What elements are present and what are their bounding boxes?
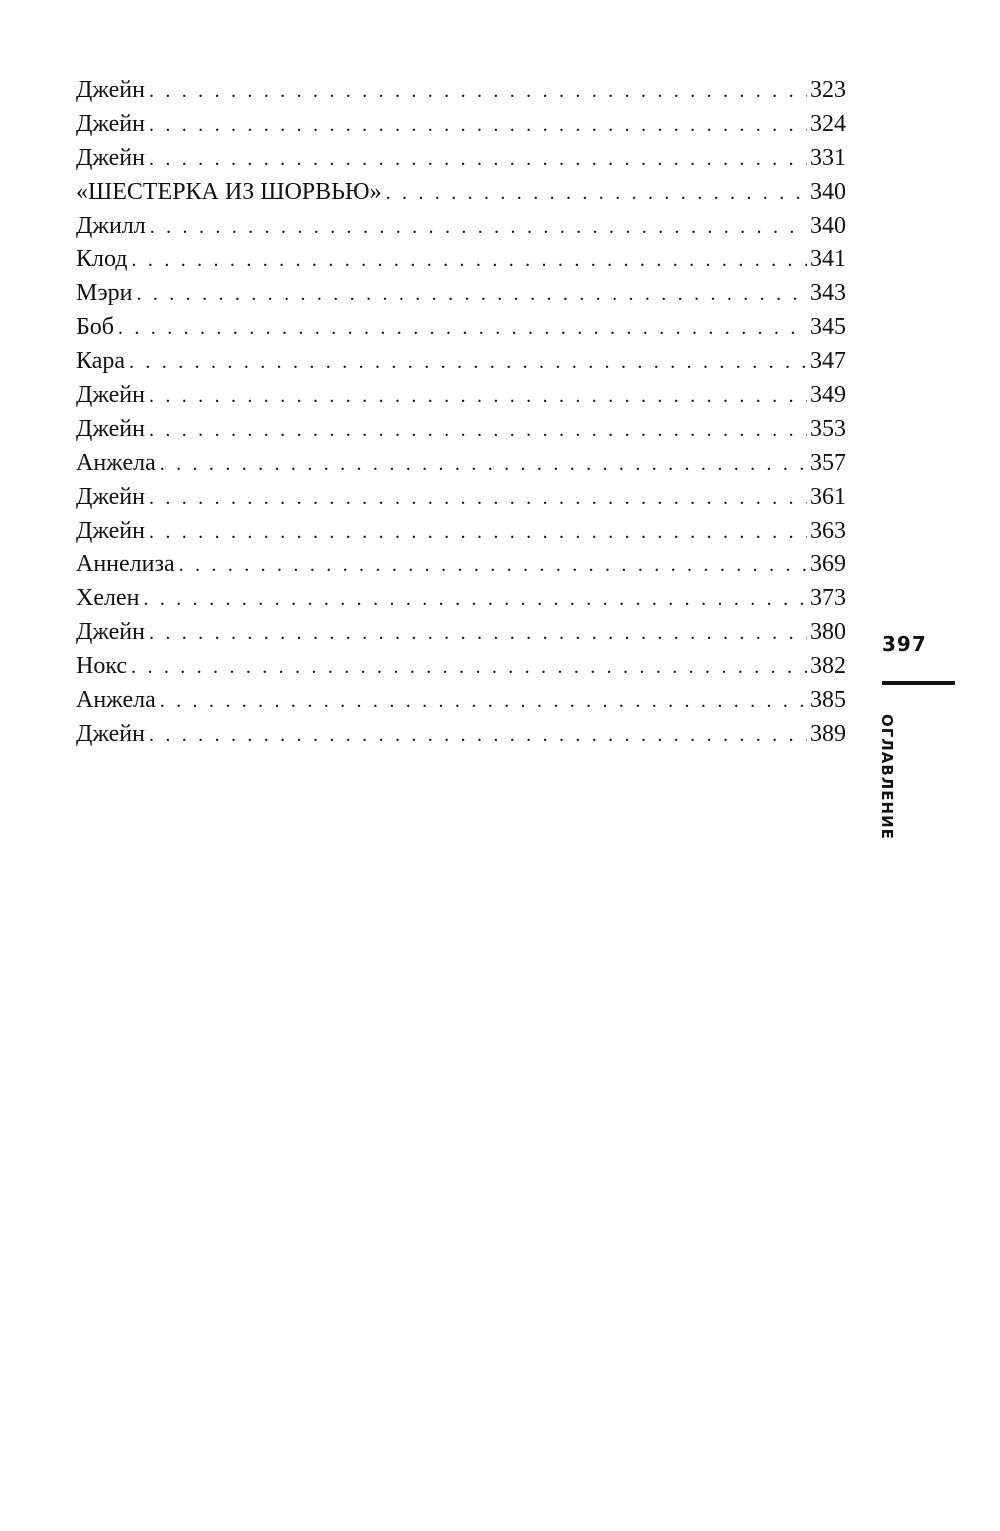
toc-entry: Джейн . . . . . . . . . . . . . . . . . … bbox=[76, 379, 846, 413]
dot-leader: . . . . . . . . . . . . . . . . . . . . … bbox=[148, 385, 807, 408]
entry-title: Клод bbox=[76, 246, 128, 273]
entry-title: Джейн bbox=[76, 144, 145, 171]
entry-page: 363 bbox=[810, 517, 846, 544]
toc-entry: Джейн . . . . . . . . . . . . . . . . . … bbox=[76, 718, 846, 752]
entry-title: Аннелиза bbox=[76, 551, 175, 578]
entry-title: Анжела bbox=[76, 687, 156, 714]
toc-entry: Анжела . . . . . . . . . . . . . . . . .… bbox=[76, 684, 846, 718]
entry-title: Анжела bbox=[76, 449, 156, 476]
entry-title: Джейн bbox=[76, 415, 145, 442]
toc-entry: Хелен . . . . . . . . . . . . . . . . . … bbox=[76, 582, 846, 616]
toc-entry: Нокс . . . . . . . . . . . . . . . . . .… bbox=[76, 650, 846, 684]
entry-title: Мэри bbox=[76, 280, 133, 307]
toc-entry: Джейн . . . . . . . . . . . . . . . . . … bbox=[76, 481, 846, 515]
toc-entry: Мэри . . . . . . . . . . . . . . . . . .… bbox=[76, 277, 846, 311]
entry-title: Хелен bbox=[76, 585, 140, 612]
toc-entry: Джейн . . . . . . . . . . . . . . . . . … bbox=[76, 74, 846, 108]
toc-entry: Кара . . . . . . . . . . . . . . . . . .… bbox=[76, 345, 846, 379]
dot-leader: . . . . . . . . . . . . . . . . . . . . … bbox=[131, 249, 807, 272]
entry-title: «ШЕСТЕРКА ИЗ ШОРВЬЮ» bbox=[76, 178, 382, 205]
dot-leader: . . . . . . . . . . . . . . . . . . . . … bbox=[148, 723, 807, 746]
entry-page: 347 bbox=[810, 348, 846, 375]
dot-leader: . . . . . . . . . . . . . . . . . . . . … bbox=[159, 452, 807, 475]
entry-title: Джейн bbox=[76, 619, 145, 646]
dot-leader: . . . . . . . . . . . . . . . . . . . . … bbox=[178, 554, 807, 577]
dot-leader: . . . . . . . . . . . . . . . . . . . . … bbox=[148, 486, 807, 509]
entry-title: Джейн bbox=[76, 110, 145, 137]
divider bbox=[882, 681, 955, 685]
entry-page: 369 bbox=[810, 551, 846, 578]
entry-page: 349 bbox=[810, 382, 846, 409]
dot-leader: . . . . . . . . . . . . . . . . . . . . … bbox=[159, 690, 807, 713]
entry-page: 357 bbox=[810, 449, 846, 476]
toc-entry: Анжела . . . . . . . . . . . . . . . . .… bbox=[76, 447, 846, 481]
toc-entry: Джейн . . . . . . . . . . . . . . . . . … bbox=[76, 108, 846, 142]
entry-page: 343 bbox=[810, 280, 846, 307]
entry-title: Джейн bbox=[76, 77, 145, 103]
dot-leader: . . . . . . . . . . . . . . . . . . . . … bbox=[129, 351, 807, 374]
entry-title: Джилл bbox=[76, 212, 146, 239]
dot-leader: . . . . . . . . . . . . . . . . . . . . … bbox=[149, 215, 807, 238]
entry-page: 341 bbox=[810, 246, 846, 273]
dot-leader: . . . . . . . . . . . . . . . . . . . . … bbox=[148, 80, 807, 102]
entry-page: 345 bbox=[810, 314, 846, 341]
entry-page: 382 bbox=[810, 653, 846, 680]
toc-entry: Джейн . . . . . . . . . . . . . . . . . … bbox=[76, 413, 846, 447]
toc-entry: «ШЕСТЕРКА ИЗ ШОРВЬЮ» . . . . . . . . . .… bbox=[76, 176, 846, 210]
entry-page: 331 bbox=[810, 144, 846, 171]
entry-page: 324 bbox=[810, 110, 846, 137]
entry-title: Нокс bbox=[76, 653, 128, 680]
entry-page: 385 bbox=[810, 687, 846, 714]
dot-leader: . . . . . . . . . . . . . . . . . . . . … bbox=[148, 147, 807, 170]
dot-leader: . . . . . . . . . . . . . . . . . . . . … bbox=[143, 588, 807, 611]
entry-page: 340 bbox=[810, 212, 846, 239]
toc-entry: Джейн . . . . . . . . . . . . . . . . . … bbox=[76, 515, 846, 549]
entry-page: 323 bbox=[810, 77, 846, 103]
toc-entry: Боб . . . . . . . . . . . . . . . . . . … bbox=[76, 311, 846, 345]
entry-title: Джейн bbox=[76, 517, 145, 544]
dot-leader: . . . . . . . . . . . . . . . . . . . . … bbox=[131, 656, 807, 679]
toc-entry: Джилл . . . . . . . . . . . . . . . . . … bbox=[76, 210, 846, 244]
dot-leader: . . . . . . . . . . . . . . . . . . . . … bbox=[148, 113, 807, 136]
entry-title: Боб bbox=[76, 314, 114, 341]
dot-leader: . . . . . . . . . . . . . . . . . . . . … bbox=[385, 181, 807, 204]
entry-page: 389 bbox=[810, 720, 846, 747]
dot-leader: . . . . . . . . . . . . . . . . . . . . … bbox=[148, 622, 807, 645]
entry-page: 380 bbox=[810, 619, 846, 646]
running-head: ОГЛАВЛЕНИЕ bbox=[878, 714, 896, 840]
entry-title: Кара bbox=[76, 348, 125, 375]
toc-entry: Клод . . . . . . . . . . . . . . . . . .… bbox=[76, 243, 846, 277]
entry-page: 353 bbox=[810, 415, 846, 442]
dot-leader: . . . . . . . . . . . . . . . . . . . . … bbox=[148, 418, 807, 441]
entry-title: Джейн bbox=[76, 483, 145, 510]
table-of-contents: Джейн . . . . . . . . . . . . . . . . . … bbox=[76, 74, 846, 752]
entry-page: 373 bbox=[810, 585, 846, 612]
dot-leader: . . . . . . . . . . . . . . . . . . . . … bbox=[136, 283, 807, 306]
dot-leader: . . . . . . . . . . . . . . . . . . . . … bbox=[118, 317, 807, 340]
toc-entry: Джейн . . . . . . . . . . . . . . . . . … bbox=[76, 142, 846, 176]
entry-page: 340 bbox=[810, 178, 846, 205]
entry-title: Джейн bbox=[76, 382, 145, 409]
entry-title: Джейн bbox=[76, 720, 145, 747]
toc-entry: Джейн . . . . . . . . . . . . . . . . . … bbox=[76, 616, 846, 650]
entry-page: 361 bbox=[810, 483, 846, 510]
dot-leader: . . . . . . . . . . . . . . . . . . . . … bbox=[148, 520, 807, 543]
toc-entry: Аннелиза . . . . . . . . . . . . . . . .… bbox=[76, 548, 846, 582]
page-number: 397 bbox=[882, 632, 927, 656]
